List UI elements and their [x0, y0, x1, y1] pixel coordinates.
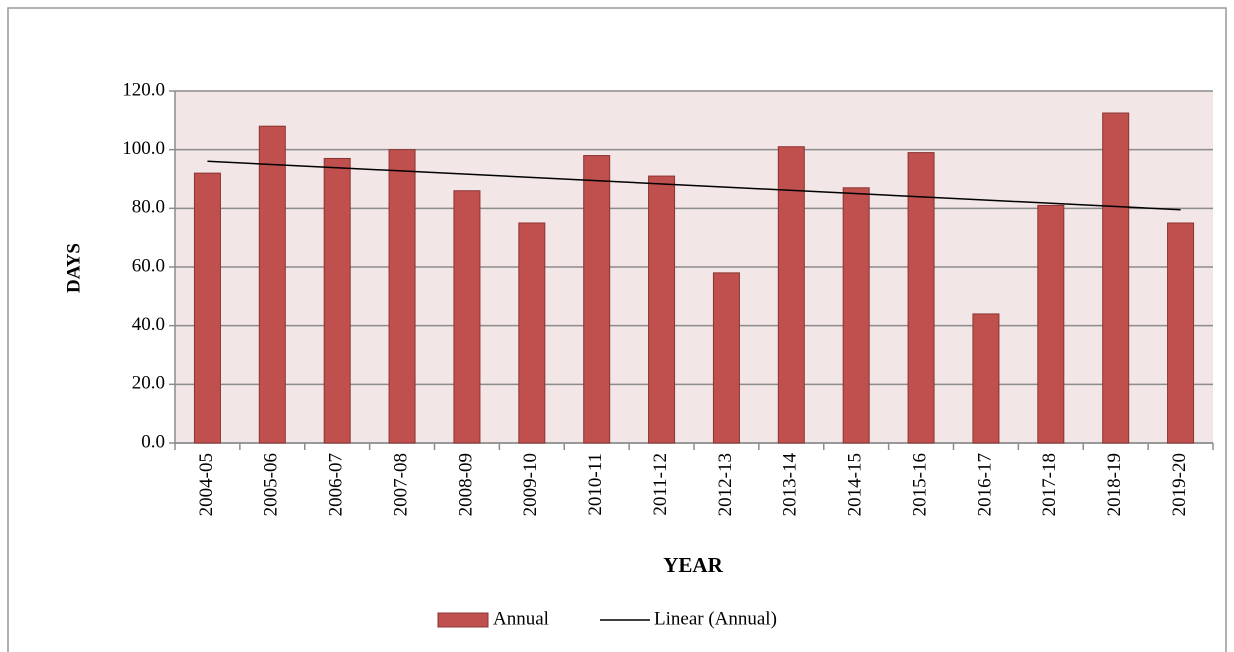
- bar: [453, 190, 481, 444]
- y-tick-label: 100.0: [122, 138, 165, 159]
- x-tick-label: 2012-13: [715, 453, 736, 516]
- bar: [193, 172, 221, 444]
- y-tick-label: 60.0: [132, 255, 165, 276]
- y-tick-label: 20.0: [132, 373, 165, 394]
- bar: [518, 222, 546, 444]
- bar: [1037, 204, 1065, 444]
- x-axis-label: YEAR: [663, 553, 723, 577]
- x-tick-label: 2004-05: [196, 453, 217, 516]
- frame: [7, 7, 1227, 652]
- y-tick-label: 80.0: [132, 197, 165, 218]
- bar: [1102, 112, 1130, 444]
- trendline: [207, 160, 1181, 211]
- legend-label: Linear (Annual): [654, 608, 777, 629]
- y-axis-label: DAYS: [63, 243, 84, 293]
- x-tick-label: 2010-11: [585, 453, 606, 516]
- bar: [842, 187, 870, 444]
- x-tick-label: 2006-07: [326, 453, 347, 516]
- bar: [648, 175, 676, 444]
- x-tick-label: 2016-17: [974, 453, 995, 516]
- x-tick-label: 2014-15: [845, 453, 866, 516]
- bar: [323, 157, 351, 444]
- x-tick-label: 2011-12: [650, 453, 671, 516]
- bar: [907, 152, 935, 444]
- x-tick-label: 2015-16: [909, 453, 930, 516]
- x-tick-label: 2008-09: [455, 453, 476, 516]
- legend-swatch: [437, 612, 489, 628]
- y-tick-label: 120.0: [122, 79, 165, 100]
- bar: [388, 149, 416, 444]
- bar: [583, 155, 611, 444]
- bar: [972, 313, 1000, 444]
- bar: [1167, 222, 1195, 444]
- bar: [258, 125, 286, 444]
- x-tick-label: 2018-19: [1104, 453, 1125, 516]
- x-tick-label: 2009-10: [520, 453, 541, 516]
- x-tick-label: 2013-14: [780, 453, 801, 517]
- x-tick-label: 2017-18: [1039, 453, 1060, 516]
- legend-label: Annual: [493, 608, 549, 629]
- x-tick-label: 2005-06: [261, 453, 282, 516]
- y-tick-label: 0.0: [141, 431, 165, 452]
- x-tick-label: 2007-08: [390, 453, 411, 516]
- y-tick-label: 40.0: [132, 314, 165, 335]
- x-tick-label: 2019-20: [1169, 453, 1190, 516]
- bar: [712, 272, 740, 444]
- bar: [777, 146, 805, 444]
